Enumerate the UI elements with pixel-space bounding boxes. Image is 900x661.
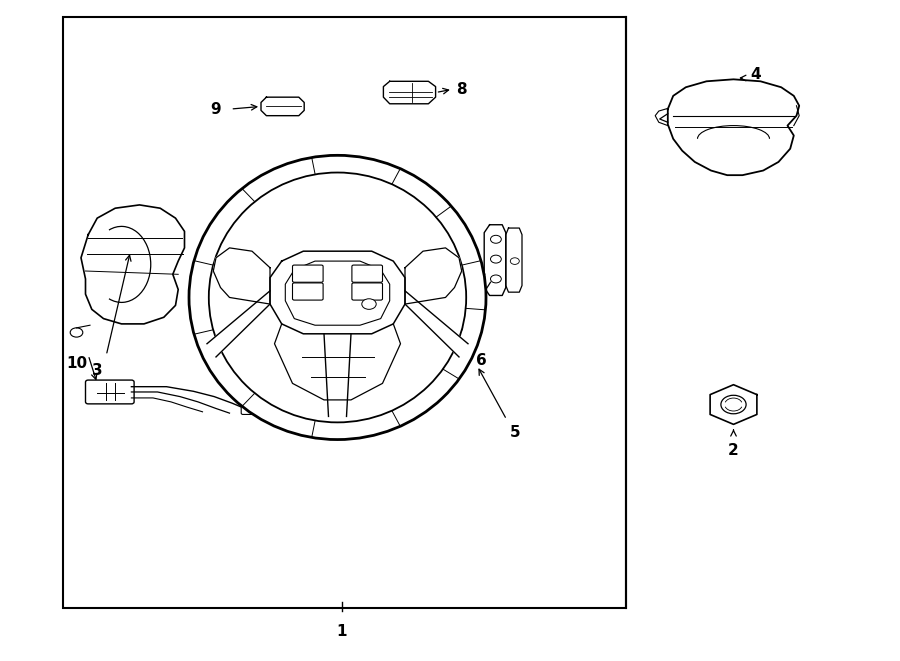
- Polygon shape: [261, 97, 304, 116]
- Polygon shape: [207, 291, 270, 357]
- Text: 6: 6: [476, 353, 487, 368]
- Text: 5: 5: [509, 426, 520, 440]
- Polygon shape: [324, 334, 351, 416]
- Polygon shape: [270, 251, 405, 334]
- FancyBboxPatch shape: [352, 265, 382, 282]
- Circle shape: [491, 275, 501, 283]
- Polygon shape: [81, 205, 184, 324]
- Circle shape: [491, 255, 501, 263]
- Polygon shape: [284, 311, 324, 333]
- Polygon shape: [710, 385, 757, 424]
- Circle shape: [70, 328, 83, 337]
- Circle shape: [721, 395, 746, 414]
- Circle shape: [362, 299, 376, 309]
- Polygon shape: [506, 228, 522, 292]
- Polygon shape: [484, 225, 506, 295]
- FancyBboxPatch shape: [86, 380, 134, 404]
- Polygon shape: [383, 81, 436, 104]
- Text: 8: 8: [456, 82, 467, 97]
- Circle shape: [510, 258, 519, 264]
- Ellipse shape: [209, 173, 466, 422]
- Text: 4: 4: [751, 67, 761, 81]
- Polygon shape: [405, 291, 468, 357]
- Ellipse shape: [189, 155, 486, 440]
- Circle shape: [446, 322, 463, 334]
- Text: 3: 3: [92, 363, 103, 377]
- Polygon shape: [405, 248, 462, 304]
- FancyBboxPatch shape: [292, 265, 323, 282]
- FancyBboxPatch shape: [241, 404, 261, 414]
- Circle shape: [491, 235, 501, 243]
- Text: 1: 1: [337, 624, 347, 639]
- Polygon shape: [213, 248, 270, 304]
- Text: 10: 10: [66, 356, 87, 371]
- Polygon shape: [436, 316, 472, 338]
- Bar: [63, 17, 626, 608]
- Text: 7: 7: [299, 363, 310, 377]
- FancyBboxPatch shape: [352, 283, 382, 300]
- Polygon shape: [668, 79, 799, 175]
- Text: 9: 9: [211, 102, 221, 116]
- Text: 2: 2: [728, 444, 739, 458]
- FancyBboxPatch shape: [292, 283, 323, 300]
